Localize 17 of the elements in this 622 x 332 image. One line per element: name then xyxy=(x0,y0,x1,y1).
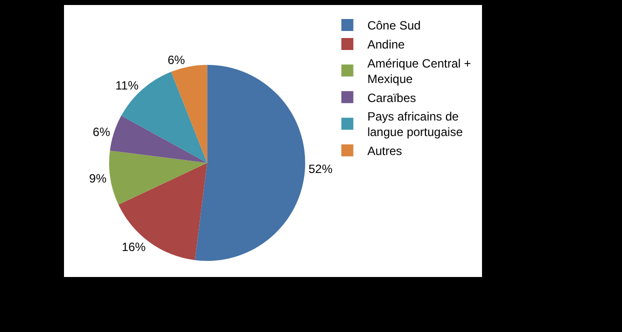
data-label: 9% xyxy=(89,171,107,186)
pie-slice xyxy=(110,116,208,163)
pie-slice xyxy=(171,64,208,163)
pie-slice xyxy=(118,162,208,260)
data-label: 52% xyxy=(308,162,333,176)
legend-label: Caraïbes xyxy=(367,90,416,105)
legend-label: Cône Sud xyxy=(367,18,421,33)
legend-label: Autres xyxy=(367,144,402,158)
data-label: 6% xyxy=(92,124,110,139)
data-label: 16% xyxy=(122,240,146,254)
pie-slice xyxy=(194,64,305,261)
pie-slice xyxy=(109,150,208,205)
legend-label: Amérique Central + Mexique xyxy=(367,56,472,86)
legend-label: Andine xyxy=(367,38,406,52)
data-label: 11% xyxy=(115,78,139,92)
data-label: 6% xyxy=(168,52,186,67)
legend-label: Pays africains de langue portugaise xyxy=(367,110,464,140)
